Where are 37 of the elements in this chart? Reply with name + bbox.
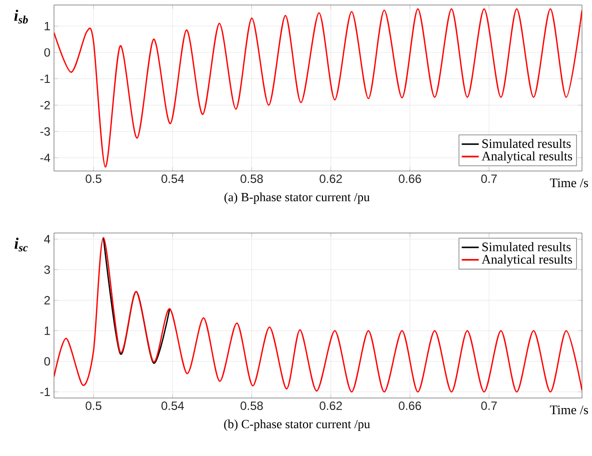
y-tick-label: 4 xyxy=(44,235,50,244)
y-axis-title: i$_{sb}$ xyxy=(14,10,28,24)
x-tick-label: 0.66 xyxy=(398,174,422,183)
y-tick-label: -2 xyxy=(40,100,50,110)
y-tick-label: -1 xyxy=(40,388,50,396)
legend-label: Analytical results xyxy=(482,151,572,164)
x-tick-label: 0.7 xyxy=(481,174,497,183)
x-tick-label: 0.5 xyxy=(86,402,102,410)
x-tick-label: 0.54 xyxy=(161,174,184,183)
y-tick-label: -1 xyxy=(40,74,50,83)
line-series xyxy=(54,236,582,393)
x-tick-label: 0.62 xyxy=(320,402,342,410)
y-tick-label: -4 xyxy=(40,154,50,162)
x-tick-label: 0.7 xyxy=(481,402,497,410)
y-tick-label: -3 xyxy=(40,127,50,136)
y-tick-label: 0 xyxy=(44,357,50,366)
legend-label: Simulated results xyxy=(482,138,571,148)
line-series xyxy=(102,236,170,364)
x-tick-label: 0.5 xyxy=(86,174,102,183)
y-tick-label: 2 xyxy=(44,296,50,304)
y-tick-label: 0 xyxy=(44,48,50,57)
y-tick-label: 1 xyxy=(44,326,50,335)
x-tick-label: 0.62 xyxy=(320,174,342,183)
text: (b) C-phase stator current /pu xyxy=(224,420,370,431)
x-axis-title: Time /s xyxy=(550,178,588,188)
legend-label: Analytical results xyxy=(482,254,572,266)
line-series xyxy=(54,8,582,168)
x-tick-label: 0.54 xyxy=(161,402,184,410)
y-axis-title: i$_{sc}$ xyxy=(14,238,28,252)
y-tick-label: 1 xyxy=(44,22,50,30)
y-tick-label: 3 xyxy=(44,265,50,274)
x-tick-label: 0.58 xyxy=(240,402,263,410)
x-tick-label: 0.58 xyxy=(240,174,263,183)
x-axis-title: Time /s xyxy=(550,406,588,414)
text: (a) B-phase stator current /pu xyxy=(224,192,370,204)
x-tick-label: 0.66 xyxy=(398,402,422,410)
legend-label: Simulated results xyxy=(482,242,571,252)
